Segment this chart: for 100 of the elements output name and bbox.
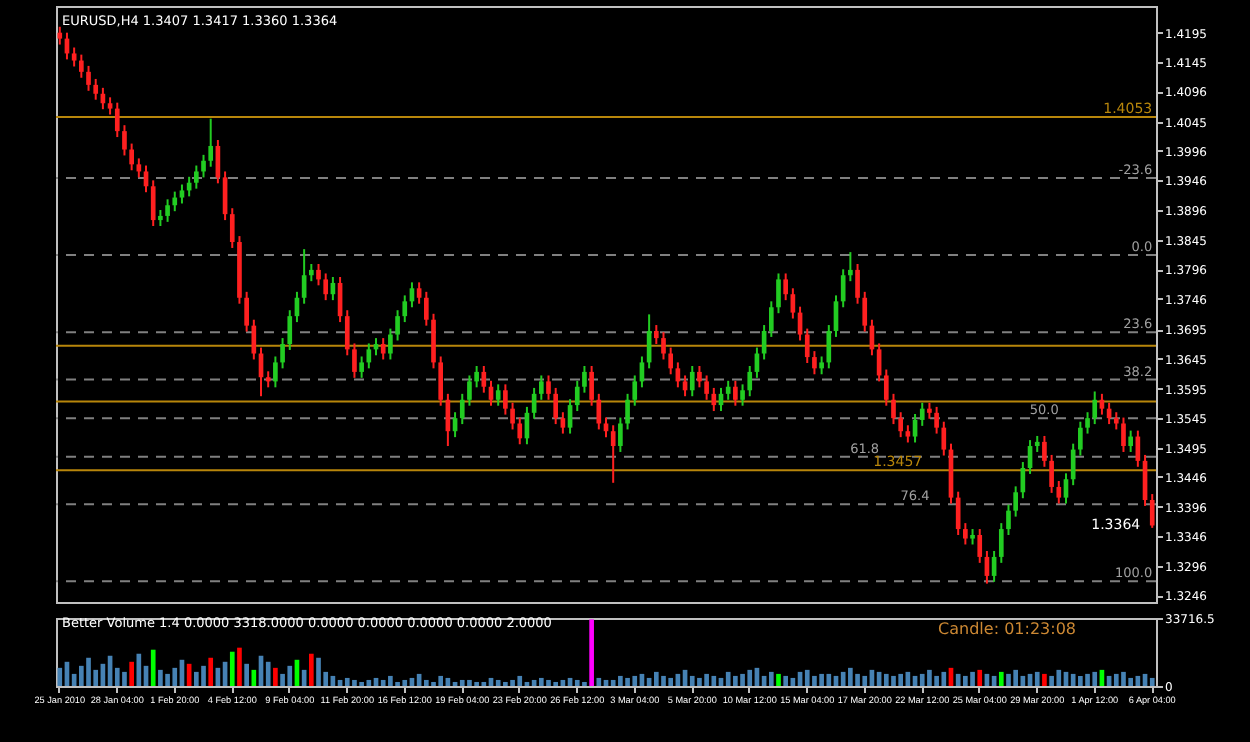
candlestick xyxy=(359,355,364,379)
candlestick xyxy=(510,401,515,431)
bar xyxy=(768,671,774,686)
bar xyxy=(208,657,214,686)
bar xyxy=(891,675,896,686)
bar xyxy=(883,673,889,686)
bar xyxy=(826,673,832,686)
bar xyxy=(316,657,321,686)
bar xyxy=(158,669,163,686)
bar xyxy=(546,679,551,686)
bar xyxy=(380,679,386,686)
bar xyxy=(812,675,817,686)
bar xyxy=(423,679,429,686)
candlestick xyxy=(503,383,508,416)
candlestick xyxy=(201,153,206,179)
candlestick xyxy=(86,64,91,92)
bar xyxy=(610,679,616,686)
candlestick xyxy=(388,327,393,361)
bar xyxy=(998,671,1004,686)
candlestick xyxy=(380,337,386,361)
bar xyxy=(977,669,983,686)
bar xyxy=(704,673,709,686)
candlestick xyxy=(977,528,983,564)
bar xyxy=(1121,671,1126,686)
candlestick xyxy=(1121,416,1126,453)
bar xyxy=(1070,673,1076,686)
bar xyxy=(287,665,293,686)
candlestick xyxy=(423,290,429,327)
candlestick xyxy=(747,364,753,398)
bar xyxy=(955,673,961,686)
bar xyxy=(538,677,544,686)
candlestick xyxy=(481,364,487,394)
bar xyxy=(251,669,257,686)
bar xyxy=(122,671,127,686)
bar xyxy=(711,675,717,686)
bar xyxy=(632,675,638,686)
candlestick xyxy=(1042,434,1047,468)
annotation: Candle: 01:23:08 xyxy=(938,620,1076,638)
candlestick xyxy=(495,383,501,407)
candlestick xyxy=(165,198,170,223)
bar xyxy=(517,675,523,686)
candlestick xyxy=(1149,493,1155,529)
candlestick xyxy=(273,355,278,389)
candlestick xyxy=(725,379,731,401)
bar xyxy=(344,677,350,686)
candlestick xyxy=(538,374,544,401)
bar xyxy=(244,663,249,686)
candlestick xyxy=(955,490,961,536)
bar xyxy=(618,675,623,686)
candlestick xyxy=(416,281,422,305)
bar xyxy=(150,649,156,686)
candlestick xyxy=(661,331,666,361)
candlestick xyxy=(150,179,156,228)
candlestick xyxy=(610,424,616,484)
bar xyxy=(927,669,932,686)
bar xyxy=(776,673,781,686)
bar xyxy=(495,679,501,686)
candlestick xyxy=(1128,429,1133,453)
bar xyxy=(689,675,695,686)
bar xyxy=(201,665,206,686)
bar xyxy=(653,671,659,686)
bar xyxy=(237,647,242,686)
bar xyxy=(862,675,868,686)
bar xyxy=(510,679,515,686)
candlestick xyxy=(179,183,185,205)
bar xyxy=(1078,675,1083,686)
bar xyxy=(668,677,674,686)
candlestick xyxy=(898,411,904,439)
candlestick xyxy=(1049,453,1054,494)
bar xyxy=(388,675,393,686)
bar xyxy=(963,675,968,686)
bar xyxy=(733,675,738,686)
bar xyxy=(898,673,904,686)
bar xyxy=(970,671,975,686)
candlestick xyxy=(193,164,199,190)
bar xyxy=(747,669,753,686)
bar xyxy=(273,667,278,686)
candlestick xyxy=(618,416,623,453)
bar xyxy=(819,673,824,686)
bar xyxy=(265,661,271,686)
bar xyxy=(1034,671,1040,686)
bar xyxy=(79,665,84,686)
candlestick xyxy=(919,401,925,427)
bar xyxy=(740,673,745,686)
bar xyxy=(1049,675,1054,686)
candlestick xyxy=(323,272,329,302)
bar xyxy=(574,679,580,686)
bar xyxy=(280,673,285,686)
candlestick xyxy=(668,346,674,376)
bar xyxy=(172,667,178,686)
bar xyxy=(1113,673,1119,686)
candlestick xyxy=(704,374,709,401)
candlestick xyxy=(71,46,77,68)
bar xyxy=(1092,671,1098,686)
bar xyxy=(308,653,314,686)
bar xyxy=(1042,673,1047,686)
candlestick xyxy=(697,364,702,389)
candlestick xyxy=(1013,485,1019,518)
bar xyxy=(57,667,63,686)
bar xyxy=(804,669,810,686)
